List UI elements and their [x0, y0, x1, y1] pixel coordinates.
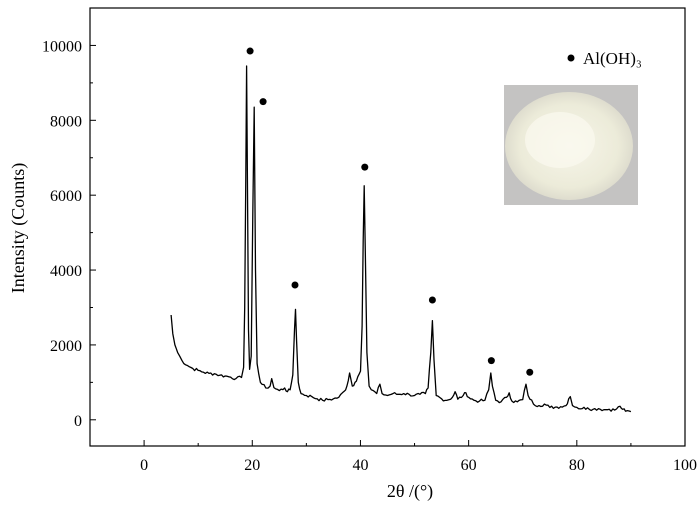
peak-marker	[487, 357, 495, 365]
legend: Al(OH)₃	[567, 49, 642, 68]
x-tick-label: 40	[352, 457, 368, 474]
axes: 0 20 40 60 80 100 0 2000 4000 6000 8000 10000	[42, 7, 697, 474]
x-tick-label: 60	[461, 457, 477, 474]
y-tick-label: 0	[74, 413, 82, 430]
x-axis-label: 2θ /(°)	[387, 481, 433, 502]
legend-marker	[567, 54, 575, 62]
y-tick-label: 8000	[50, 113, 82, 130]
y-tick-label: 4000	[50, 263, 82, 280]
x-tick-label: 0	[140, 457, 148, 474]
inset-photo	[504, 85, 638, 205]
y-tick-label: 2000	[50, 338, 82, 355]
legend-label: Al(OH)₃	[583, 49, 642, 68]
x-tick-label: 100	[673, 457, 697, 474]
peak-marker	[291, 281, 299, 289]
x-tick-label: 80	[569, 457, 585, 474]
peak-marker	[526, 368, 534, 376]
y-tick-label: 10000	[42, 38, 82, 55]
peak-marker	[246, 47, 254, 55]
peak-marker	[428, 296, 436, 304]
x-tick-label: 20	[244, 457, 260, 474]
peak-markers	[246, 47, 534, 376]
powder-highlight	[525, 112, 595, 168]
peak-marker	[259, 98, 267, 106]
y-tick-label: 6000	[50, 188, 82, 205]
series-line	[170, 65, 632, 413]
plot-frame	[89, 7, 686, 447]
plot-area	[170, 65, 632, 413]
y-axis-label: Intensity (Counts)	[8, 163, 29, 294]
peak-marker	[361, 163, 369, 171]
